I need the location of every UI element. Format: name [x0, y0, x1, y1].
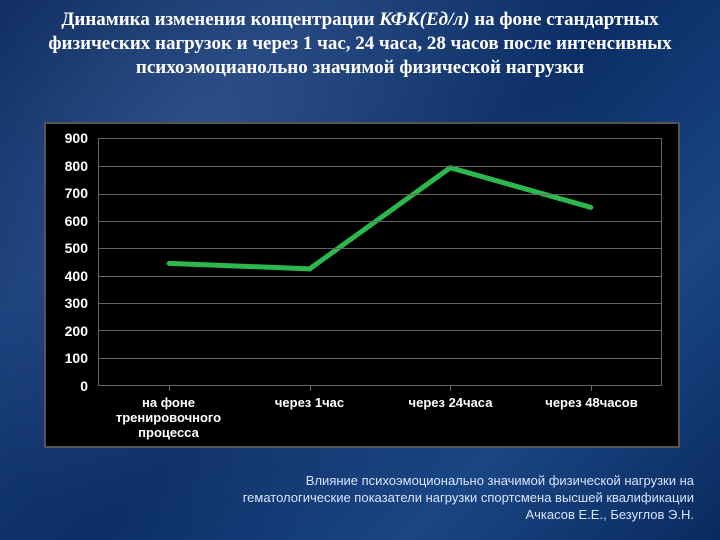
plot-area: [98, 138, 662, 386]
gridline: [99, 276, 661, 277]
chart-container: 0 100 200 300 400 500 600 700 800 900 на фоне тре…: [44, 122, 680, 448]
x-tick-label: через 24часа: [380, 390, 521, 442]
x-tick-label: через 1час: [239, 390, 380, 442]
y-tick-label: 0: [80, 378, 88, 394]
y-tick-label: 300: [65, 295, 88, 311]
y-tick-label: 900: [65, 130, 88, 146]
slide-root: Динамика изменения концентрации КФК(Ед/л…: [0, 0, 720, 540]
y-tick-label: 700: [65, 185, 88, 201]
series-path: [169, 168, 591, 269]
y-tick-label: 100: [65, 350, 88, 366]
footer-line-2: гематологические показатели нагрузки спо…: [243, 490, 694, 505]
y-axis-labels: 0100200300400500600700800900: [46, 138, 94, 386]
x-tick-label: через 48часов: [521, 390, 662, 442]
title-pre: Динамика изменения концентрации: [61, 9, 379, 30]
gridline: [99, 330, 661, 331]
footer-line-3: Ачкасов Е.Е., Безуглов Э.Н.: [525, 507, 694, 522]
slide-title: Динамика изменения концентрации КФК(Ед/л…: [30, 8, 690, 79]
y-tick-label: 500: [65, 240, 88, 256]
gridline: [99, 248, 661, 249]
y-tick-label: 800: [65, 158, 88, 174]
footer-citation: Влияние психоэмоционально значимой физич…: [224, 473, 694, 524]
y-tick-label: 400: [65, 268, 88, 284]
y-tick-label: 600: [65, 213, 88, 229]
gridline: [99, 358, 661, 359]
x-axis-labels: на фоне тренировочного процессачерез 1ча…: [98, 390, 662, 442]
y-tick-label: 200: [65, 323, 88, 339]
gridline: [99, 221, 661, 222]
gridline: [99, 194, 661, 195]
series-line: [99, 139, 661, 385]
gridline: [99, 166, 661, 167]
x-tick-label: на фоне тренировочного процесса: [98, 390, 239, 442]
title-italic: КФК(Ед/л): [379, 9, 469, 30]
footer-line-1: Влияние психоэмоционально значимой физич…: [306, 473, 694, 488]
gridline: [99, 303, 661, 304]
